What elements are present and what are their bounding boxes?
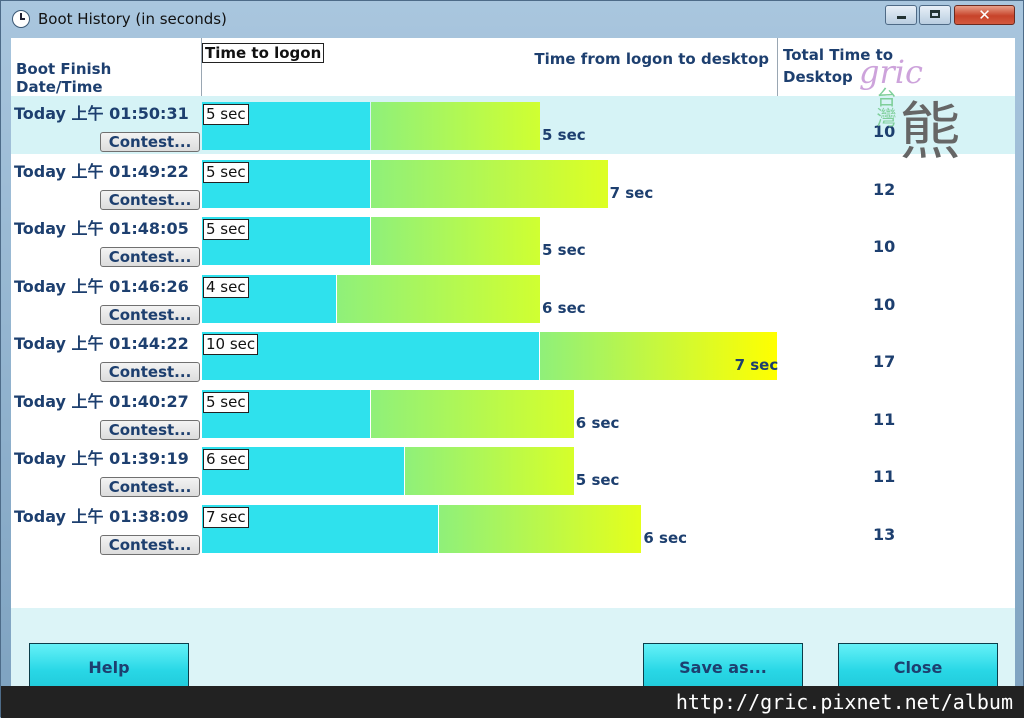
close-button[interactable]: Close (838, 643, 998, 693)
column-header-logon: Time to logon (202, 43, 325, 63)
desktop-time-bar (337, 274, 540, 323)
desktop-time-bar (404, 447, 574, 495)
minimize-icon (897, 16, 906, 19)
logon-time-label: 5 sec (203, 219, 249, 240)
contest-button[interactable]: Contest... (100, 419, 200, 440)
desktop-time-bar (540, 332, 777, 380)
contest-button[interactable]: Contest... (100, 304, 200, 325)
desktop-time-label: 7 sec (609, 183, 654, 202)
total-time-value: 12 (873, 179, 896, 199)
total-time-value: 11 (873, 409, 896, 429)
watermark-logo: gric 台灣 熊 (853, 53, 973, 168)
desktop-time-bar (438, 504, 642, 553)
table-row[interactable]: Today 上午 01:46:26 Contest... 4 sec 6 sec 10 (11, 269, 1015, 327)
contest-button[interactable]: Contest... (100, 189, 200, 210)
desktop-time-label: 6 sec (542, 298, 586, 317)
desktop-time-label: 7 sec (734, 356, 779, 374)
logon-time-label: 5 sec (203, 104, 249, 125)
desktop-time-bar (371, 217, 540, 265)
table-row[interactable]: Today 上午 01:49:22 Contest... 5 sec 7 sec 12 (11, 154, 1015, 212)
total-time-value: 13 (873, 524, 896, 544)
close-window-button[interactable]: ✕ (954, 5, 1015, 25)
watermark-logo-text: gric (859, 53, 923, 91)
total-time-value: 11 (873, 467, 896, 486)
logon-time-bar (202, 332, 539, 380)
row-date: Today 上午 01:46:26 (14, 276, 189, 296)
desktop-time-label: 5 sec (542, 241, 586, 259)
row-date: Today 上午 01:38:09 (14, 506, 189, 526)
column-header-total-label: Total Time to Desktop (783, 46, 894, 86)
dialog-body: Boot Finish Date/Time Time to logon Time… (11, 38, 1015, 693)
watermark-logo-cn-big: 熊 (899, 95, 962, 168)
table-row[interactable]: Today 上午 01:39:19 Contest... 6 sec 5 sec 11 (11, 441, 1015, 499)
total-time-value: 10 (873, 237, 896, 256)
contest-button[interactable]: Contest... (100, 247, 200, 267)
desktop-time-bar (371, 159, 608, 208)
column-header-bars[interactable]: Time to logon Time from logon to desktop (202, 38, 778, 97)
table-row[interactable]: Today 上午 01:50:31 Contest... 5 sec 5 sec 10 (11, 96, 1015, 154)
window-title: Boot History (in seconds) (38, 10, 227, 28)
row-date: Today 上午 01:40:27 (14, 391, 189, 411)
row-date: Today 上午 01:50:31 (14, 104, 189, 123)
desktop-time-bar (371, 389, 574, 438)
row-date: Today 上午 01:44:22 (14, 334, 189, 353)
stopwatch-icon (12, 10, 30, 28)
desktop-time-label: 6 sec (575, 413, 620, 432)
title-bar[interactable]: Boot History (in seconds) ✕ (1, 1, 1024, 37)
table-row[interactable]: Today 上午 01:38:09 Contest... 7 sec 6 sec 13 (11, 499, 1015, 557)
watermark-url: http://gric.pixnet.net/album (675, 690, 1013, 714)
contest-button[interactable]: Contest... (100, 534, 200, 555)
row-date: Today 上午 01:48:05 (14, 219, 189, 238)
desktop-time-label: 5 sec (542, 126, 586, 144)
watermark-logo-cn-small: 台灣 (873, 87, 897, 127)
save-as-button[interactable]: Save as... (643, 643, 803, 693)
logon-time-label: 5 sec (203, 391, 249, 413)
desktop-time-label: 5 sec (575, 471, 620, 489)
contest-button[interactable]: Contest... (100, 132, 200, 152)
column-header-desktop: Time from logon to desktop (534, 50, 769, 68)
row-date: Today 上午 01:39:19 (14, 449, 189, 468)
total-time-value: 17 (873, 352, 896, 371)
logon-time-label: 10 sec (203, 334, 259, 355)
column-header-date-label: Boot Finish Date/Time (16, 60, 112, 96)
table-row[interactable]: Today 上午 01:40:27 Contest... 5 sec 6 sec 11 (11, 384, 1015, 442)
logon-time-label: 6 sec (203, 449, 249, 470)
table-row[interactable]: Today 上午 01:48:05 Contest... 5 sec 5 sec 10 (11, 211, 1015, 269)
minimize-button[interactable] (885, 5, 917, 25)
logon-time-label: 7 sec (203, 506, 249, 528)
desktop-time-bar (371, 102, 540, 150)
total-time-value: 10 (873, 294, 896, 314)
row-date: Today 上午 01:49:22 (14, 161, 189, 181)
table-row[interactable]: Today 上午 01:44:22 Contest... 10 sec 7 sec 17 (11, 326, 1015, 384)
logon-time-label: 4 sec (203, 276, 249, 298)
maximize-icon (930, 10, 940, 18)
close-icon: ✕ (978, 6, 991, 24)
watermark-bar: http://gric.pixnet.net/album (1, 686, 1024, 718)
contest-button[interactable]: Contest... (100, 477, 200, 497)
total-time-value: 10 (873, 122, 896, 141)
logon-time-label: 5 sec (203, 161, 249, 183)
boot-history-grid[interactable]: Boot Finish Date/Time Time to logon Time… (11, 38, 1015, 608)
column-header-date[interactable]: Boot Finish Date/Time (11, 38, 202, 97)
maximize-button[interactable] (919, 5, 951, 25)
desktop-time-label: 6 sec (643, 528, 688, 547)
contest-button[interactable]: Contest... (100, 362, 200, 382)
